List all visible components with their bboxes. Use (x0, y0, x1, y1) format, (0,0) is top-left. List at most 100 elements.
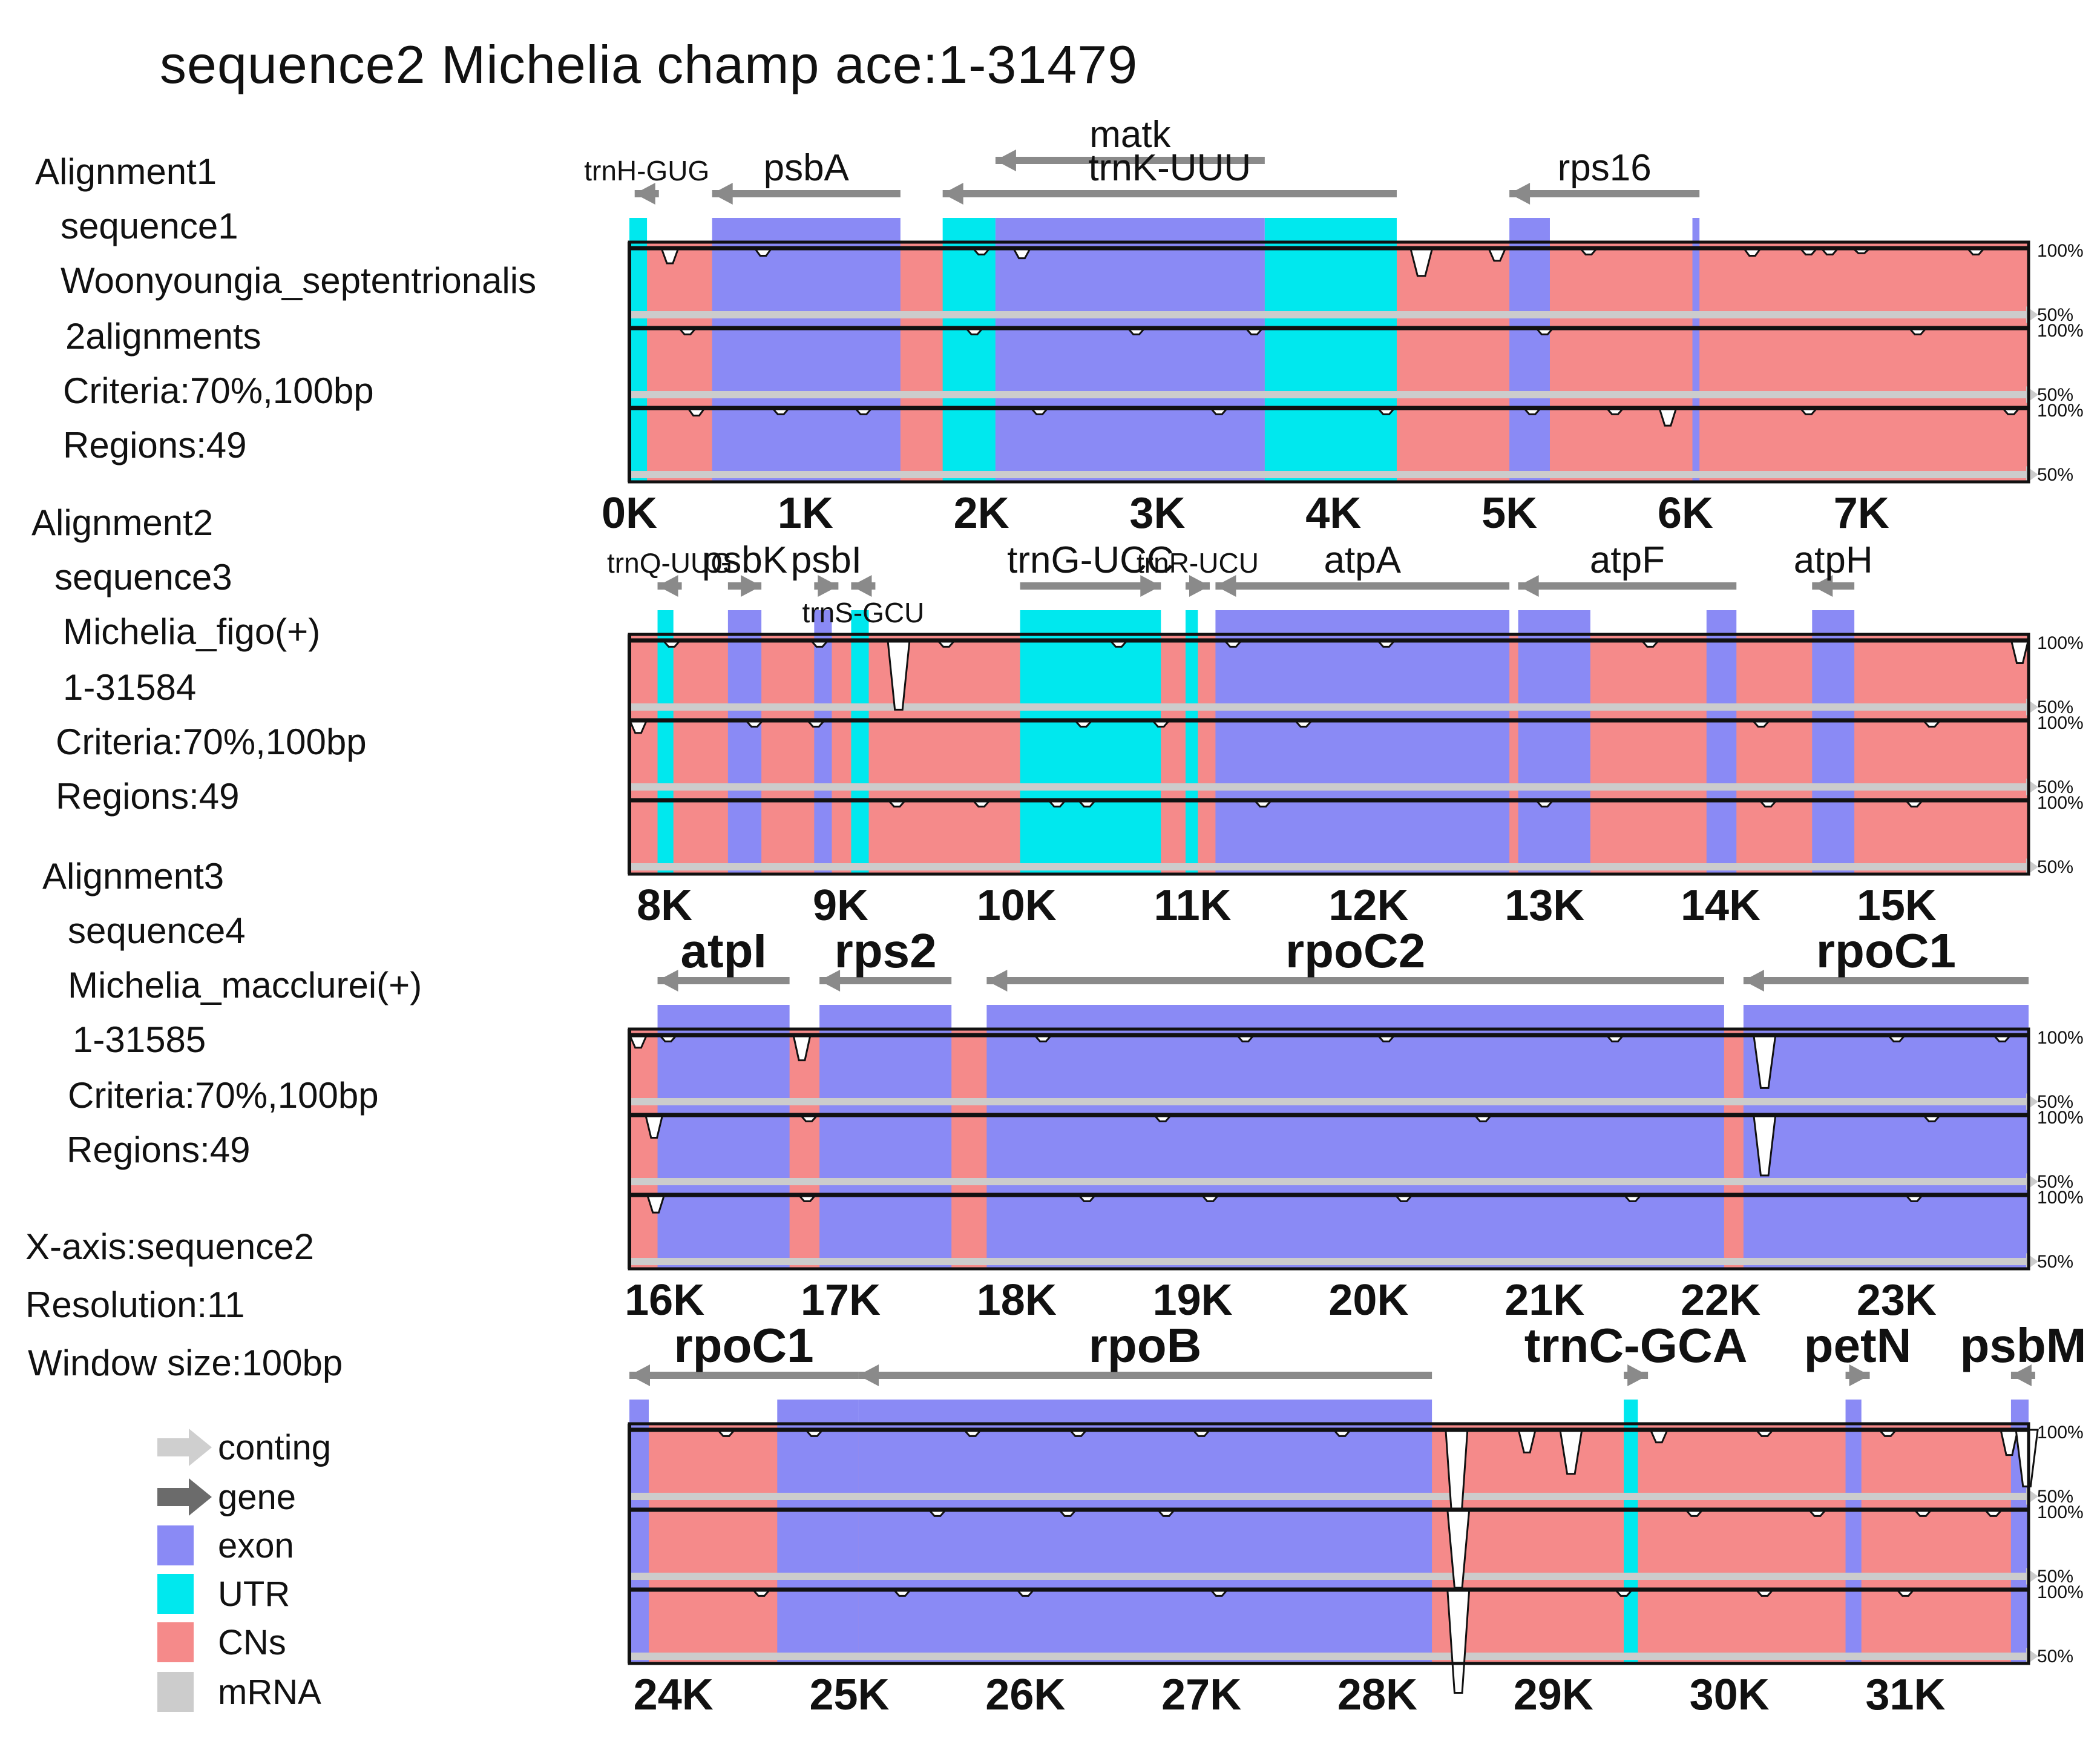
x-tick-label: 13K (1504, 881, 1584, 930)
exon-block-0-5 (1509, 218, 1550, 482)
exon-block-1-6 (1215, 610, 1509, 874)
exon-block-1-1 (728, 610, 761, 874)
gene-arrow-shaft (943, 190, 1397, 197)
utr-block-0-4 (1265, 218, 1397, 482)
gene-label: atpH (1794, 539, 1873, 581)
conting-line (629, 1098, 2029, 1105)
gene-label: trnS-GCU (802, 597, 924, 628)
y-tick-50: 50% (2037, 1647, 2073, 1666)
x-tick-label: 8K (637, 881, 692, 930)
x-tick-label: 1K (778, 489, 833, 538)
y-tick-100: 100% (2037, 793, 2084, 813)
gene-label: psbA (764, 147, 850, 189)
exon-block-1-2 (814, 610, 832, 874)
gene-arrow-head-icon (943, 183, 963, 205)
conting-line (629, 1178, 2029, 1185)
gene-label: rpoB (1089, 1318, 1202, 1372)
y-tick-50: 50% (2037, 857, 2073, 877)
x-tick-label: 24K (634, 1671, 714, 1719)
conservation-dip (1448, 1590, 1469, 1693)
exon-block-2-2 (986, 1005, 1724, 1269)
x-tick-label: 19K (1153, 1276, 1233, 1324)
exon-block-0-6 (1693, 218, 1700, 482)
gene-arrow-head-icon (629, 1364, 650, 1386)
y-tick-100: 100% (2037, 1108, 2084, 1128)
x-tick-label: 9K (813, 881, 868, 930)
x-tick-label: 31K (1865, 1671, 1945, 1719)
gene-arrow-shaft (1518, 582, 1737, 590)
utr-block-0-0 (629, 218, 647, 482)
gene-arrow-shaft (712, 190, 901, 197)
y-tick-100: 100% (2037, 401, 2084, 421)
gene-arrow-head-icon (1518, 575, 1539, 597)
x-tick-label: 0K (602, 489, 657, 538)
conting-line (629, 1258, 2029, 1265)
y-tick-100: 100% (2037, 1423, 2084, 1443)
x-tick-label: 12K (1328, 881, 1408, 930)
gene-arrow-head-icon (986, 970, 1007, 992)
gene-label: psbK (702, 539, 787, 581)
gene-label: rpoC2 (1285, 924, 1425, 978)
exon-block-0-1 (712, 218, 901, 482)
gene-label: psbI (791, 539, 862, 581)
conting-line (629, 1493, 2029, 1500)
exon-block-3-1 (777, 1400, 858, 1663)
conting-line (629, 471, 2029, 478)
conting-line (629, 391, 2029, 398)
x-tick-label: 15K (1857, 881, 1937, 930)
gene-label: trnC-GCA (1524, 1318, 1748, 1372)
x-tick-label: 16K (625, 1276, 704, 1324)
gene-label: rps2 (835, 924, 937, 978)
exon-block-2-1 (819, 1005, 951, 1269)
x-tick-label: 2K (954, 489, 1009, 538)
gene-arrow-shaft (858, 1372, 1432, 1379)
gene-arrow-head-icon (658, 970, 678, 992)
gene-arrow-shaft (986, 977, 1724, 984)
utr-block-1-4 (1020, 610, 1161, 874)
x-tick-label: 6K (1658, 489, 1713, 538)
gene-label: rpoC1 (1816, 924, 1956, 978)
gene-arrow-shaft (1509, 190, 1699, 197)
utr-block-1-3 (851, 610, 868, 874)
gene-label: trnR-UCU (1137, 547, 1259, 579)
vista-plot: 100%50%100%50%100%50%0K 1K 2K 3K 4K 5K 6K 7Ktrn… (0, 0, 2100, 1747)
y-tick-50: 50% (2037, 465, 2073, 485)
x-tick-label: 26K (985, 1671, 1065, 1719)
conting-line (629, 703, 2029, 711)
x-tick-label: 29K (1514, 1671, 1593, 1719)
gene-label: rps16 (1558, 147, 1652, 189)
exon-block-2-0 (658, 1005, 790, 1269)
gene-arrow-shaft (1020, 582, 1161, 590)
utr-block-0-2 (943, 218, 996, 482)
gene-label: psbM (1960, 1318, 2086, 1372)
x-tick-label: 7K (1834, 489, 1889, 538)
exon-block-2-3 (1744, 1005, 2029, 1269)
y-tick-100: 100% (2037, 633, 2084, 653)
gene-arrow-head-icon (996, 150, 1016, 171)
utr-block-1-0 (658, 610, 674, 874)
conting-line (629, 1653, 2029, 1660)
gene-arrow-shaft (1215, 582, 1509, 590)
x-tick-label: 30K (1690, 1671, 1770, 1719)
x-tick-label: 27K (1161, 1671, 1241, 1719)
x-tick-label: 17K (801, 1276, 881, 1324)
y-tick-100: 100% (2037, 241, 2084, 261)
x-tick-label: 10K (977, 881, 1057, 930)
x-tick-label: 14K (1681, 881, 1760, 930)
y-tick-100: 100% (2037, 1502, 2084, 1522)
gene-arrow-shaft (1744, 977, 2029, 984)
x-tick-label: 4K (1305, 489, 1361, 538)
exon-block-1-8 (1707, 610, 1736, 874)
gene-arrow-head-icon (712, 183, 733, 205)
exon-block-0-3 (996, 218, 1265, 482)
gene-label: trnK-UUU (1088, 147, 1251, 189)
x-tick-label: 20K (1328, 1276, 1408, 1324)
conting-line (629, 311, 2029, 318)
x-tick-label: 11K (1154, 881, 1232, 930)
y-tick-100: 100% (2037, 321, 2084, 341)
x-tick-label: 18K (977, 1276, 1057, 1324)
utr-block-3-3 (1624, 1400, 1638, 1663)
conting-line (629, 783, 2029, 791)
exon-block-1-7 (1518, 610, 1590, 874)
x-tick-label: 23K (1857, 1276, 1937, 1324)
